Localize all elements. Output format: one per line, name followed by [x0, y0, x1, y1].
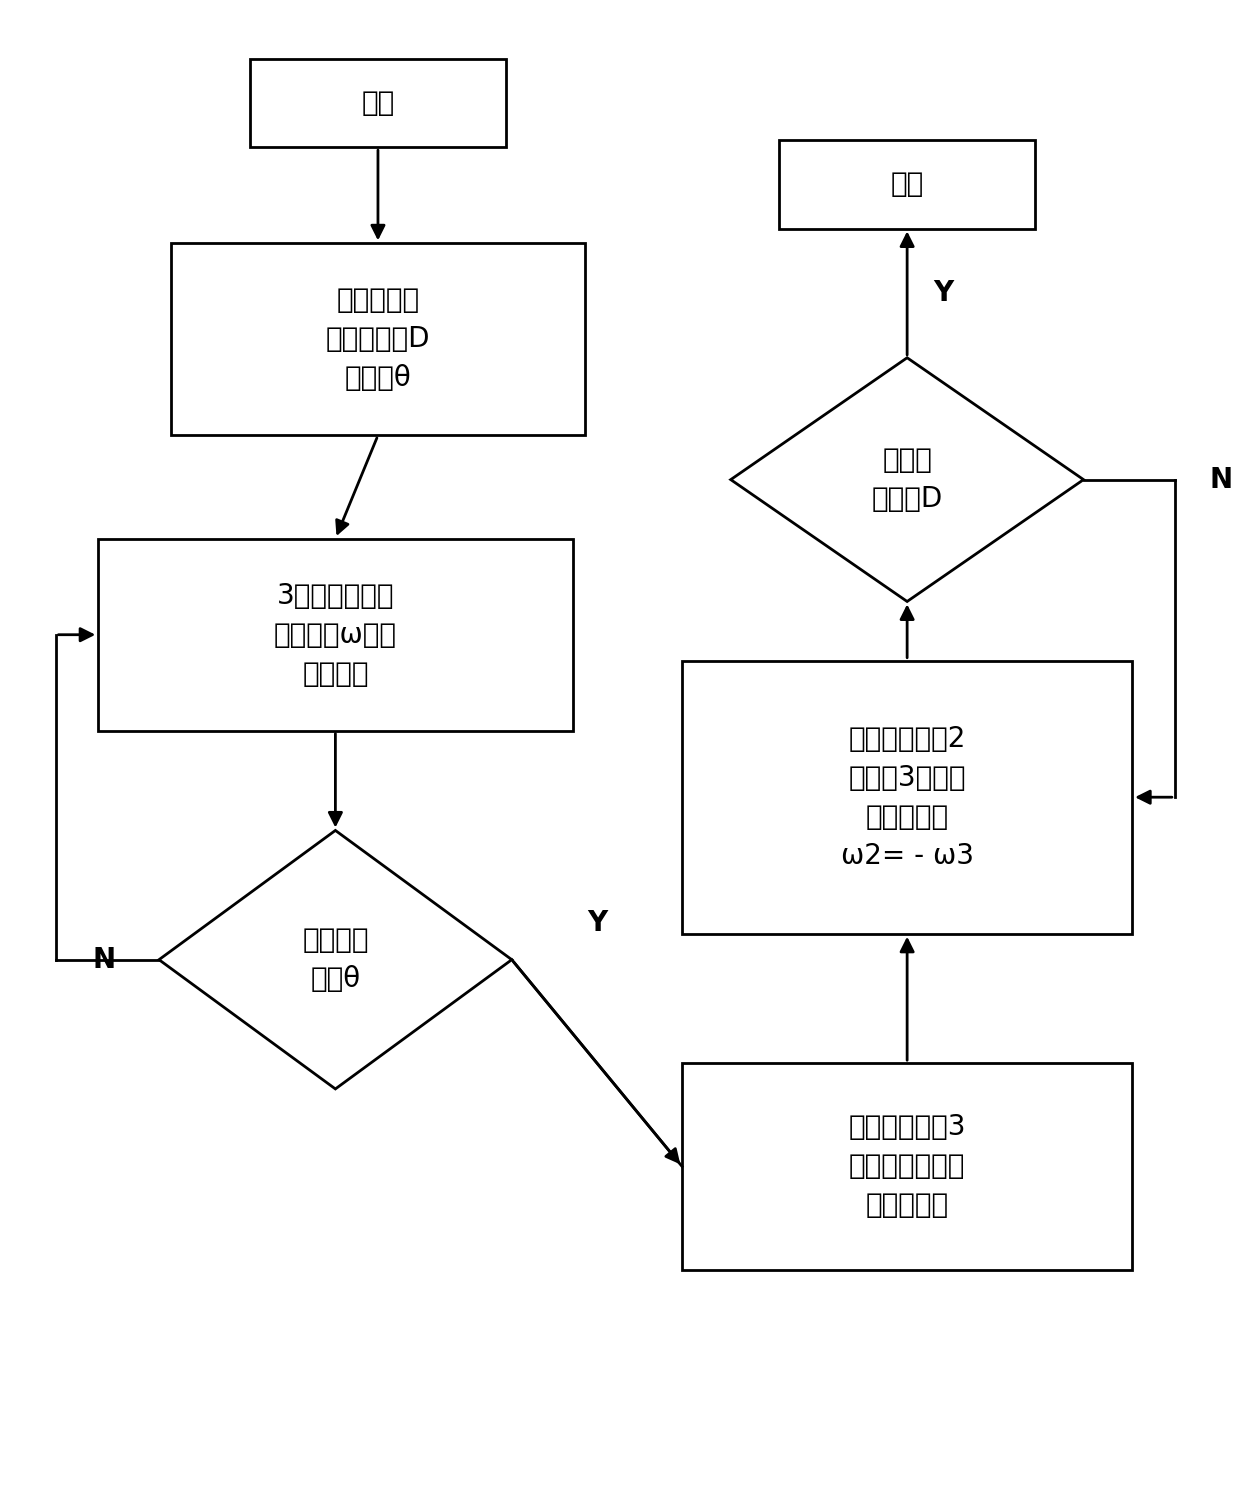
FancyBboxPatch shape: [171, 243, 585, 435]
Polygon shape: [159, 830, 512, 1088]
Text: 电路模块控制3
个麦克纳姆轮同
时停止运行: 电路模块控制3 个麦克纳姆轮同 时停止运行: [848, 1114, 966, 1220]
FancyBboxPatch shape: [780, 140, 1035, 228]
FancyBboxPatch shape: [98, 538, 573, 731]
Text: N: N: [93, 945, 115, 974]
FancyBboxPatch shape: [682, 661, 1132, 933]
Text: 3个麦克纳姆轮
以角速度ω同向
同速转动: 3个麦克纳姆轮 以角速度ω同向 同速转动: [274, 581, 397, 687]
Text: 获取目标位
置参数距离D
和夹角θ: 获取目标位 置参数距离D 和夹角θ: [326, 286, 430, 392]
Text: 电路模块控制2
号轮和3号轮反
向同速运行
ω2= - ω3: 电路模块控制2 号轮和3号轮反 向同速运行 ω2= - ω3: [841, 725, 973, 869]
Text: Y: Y: [587, 908, 608, 936]
Polygon shape: [730, 358, 1084, 601]
Text: N: N: [1209, 465, 1233, 494]
Text: 转过角度
等于θ: 转过角度 等于θ: [303, 926, 368, 993]
Text: 结束: 结束: [890, 170, 924, 198]
Text: Y: Y: [934, 279, 954, 307]
Text: 行走距
离等于D: 行走距 离等于D: [872, 446, 942, 513]
FancyBboxPatch shape: [250, 58, 506, 148]
Text: 开始: 开始: [361, 89, 394, 116]
FancyBboxPatch shape: [682, 1063, 1132, 1270]
